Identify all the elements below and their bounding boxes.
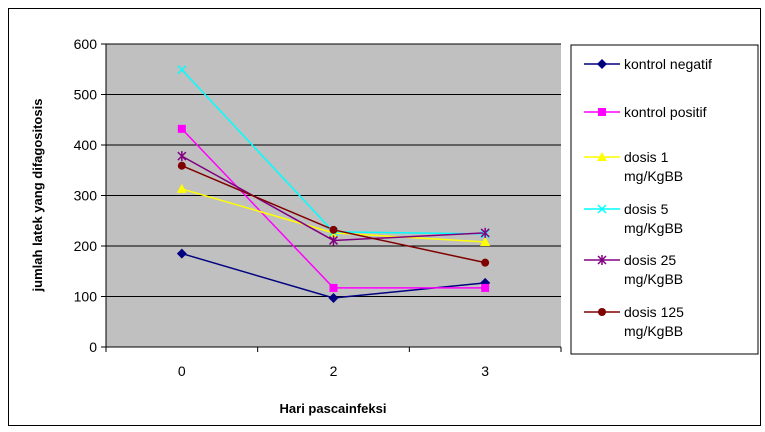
y-tick-label: 300: [74, 188, 98, 204]
legend-marker: [598, 108, 606, 116]
legend-label: mg/KgBB: [624, 168, 683, 184]
legend-entry: dosis 5 mg/KgBB: [584, 201, 683, 236]
data-point: [328, 293, 339, 304]
y-tick-label: 600: [74, 36, 98, 52]
data-point: [177, 161, 186, 170]
x-axis-label: Hari pascainfeksi: [280, 401, 387, 416]
y-tick-label: 0: [89, 339, 97, 355]
data-point: [480, 236, 491, 246]
legend-entry: dosis 125 mg/KgBB: [584, 304, 684, 339]
data-point: [480, 227, 490, 238]
data-point: [177, 65, 187, 75]
legend-label: dosis 25: [624, 252, 676, 268]
legend-entry: kontrol positif: [584, 104, 707, 120]
data-point: [481, 258, 490, 267]
x-tick-label: 3: [481, 363, 489, 379]
x-tick-label: 2: [330, 363, 338, 379]
legend-box: [570, 44, 759, 355]
y-tick-label: 400: [74, 137, 98, 153]
legend-entry: kontrol negatif: [584, 56, 712, 72]
data-point: [329, 225, 338, 234]
y-tick-label: 200: [74, 238, 98, 254]
legend-marker: [597, 59, 607, 69]
legend-marker: [598, 308, 606, 316]
legend-entry: dosis 1 mg/KgBB: [584, 149, 683, 184]
legend-label: dosis 125: [624, 304, 684, 320]
legend-marker: [597, 255, 607, 265]
legend-label: dosis 1: [624, 149, 669, 165]
data-point: [177, 124, 186, 133]
legend-marker: [597, 152, 607, 161]
chart-container: 0 100 200 300 400 500 600 0 2 3 jumlah latek yang…: [8, 8, 761, 426]
y-tick-label: 500: [74, 87, 98, 103]
data-point: [328, 235, 339, 246]
y-axis-label: jumlah latek yang difagositosis: [30, 99, 45, 293]
data-point: [481, 283, 490, 292]
data-point: [329, 283, 338, 292]
legend-label: kontrol negatif: [624, 56, 712, 72]
legend-label: mg/KgBB: [624, 220, 683, 236]
line-chart: 0 100 200 300 400 500 600 0 2 3 jumlah latek yang…: [30, 36, 759, 416]
x-tick-label: 0: [178, 363, 186, 379]
legend-label: mg/KgBB: [624, 323, 683, 339]
data-point: [176, 183, 187, 193]
y-tick-label: 100: [74, 289, 98, 305]
legend-entry: dosis 25 mg/KgBB: [584, 252, 683, 287]
legend-label: mg/KgBB: [624, 271, 683, 287]
data-point: [176, 248, 187, 259]
legend-label: dosis 5: [624, 201, 669, 217]
legend-marker: [597, 204, 607, 214]
legend-label: kontrol positif: [624, 104, 707, 120]
data-point: [177, 151, 187, 162]
